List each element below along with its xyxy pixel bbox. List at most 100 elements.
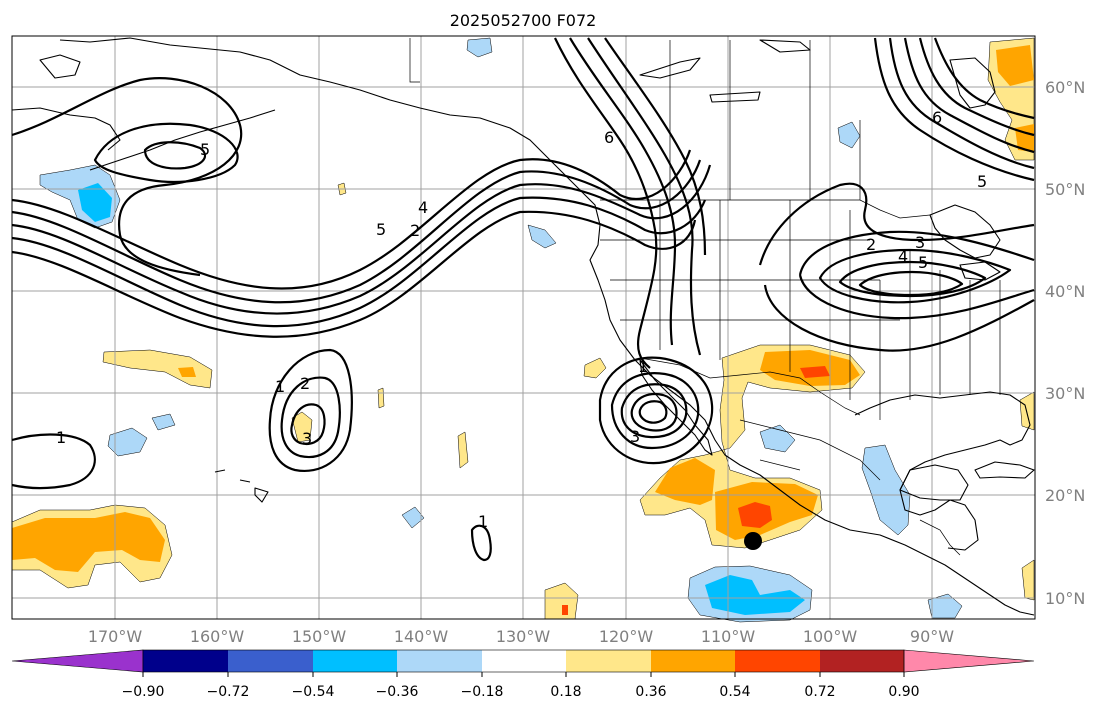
colorbar-tick-label: −0.36 bbox=[376, 684, 419, 700]
figure-title: 2025052700 F072 bbox=[450, 11, 597, 30]
contour-west-jet bbox=[554, 37, 658, 369]
shade-positive-mexico-core3b bbox=[738, 502, 772, 528]
lat-label: 30°N bbox=[1045, 384, 1085, 403]
contour-label: 1 bbox=[638, 357, 648, 376]
border-alaska bbox=[409, 38, 420, 83]
contour-cutoff-in1 bbox=[620, 383, 688, 439]
shade-positive-small1 bbox=[291, 411, 313, 443]
contour-plains-6 bbox=[858, 270, 964, 297]
contour-pac-high-outer bbox=[268, 348, 353, 473]
lat-label: 50°N bbox=[1045, 180, 1085, 199]
contour-plains-3 bbox=[798, 230, 1035, 320]
contour-label: 5 bbox=[918, 253, 928, 272]
contour-label: 2 bbox=[866, 235, 876, 254]
contour-alaska-mid bbox=[93, 122, 239, 183]
lon-label: 150°W bbox=[292, 627, 347, 646]
shade-negative-gulf bbox=[861, 444, 911, 536]
longitude-labels: 170°W 160°W 150°W 140°W 130°W 120°W 110°… bbox=[88, 627, 954, 646]
shade-positive-ne-core bbox=[996, 45, 1034, 86]
contour-jet-2 bbox=[11, 159, 702, 304]
shade-positive-west-tropics-core bbox=[12, 512, 165, 572]
contour-cutoff-in3 bbox=[638, 400, 668, 424]
coast-gulf bbox=[854, 391, 1031, 551]
colorbar-tick-label: −0.90 bbox=[122, 684, 165, 700]
contour-label: 5 bbox=[200, 140, 210, 159]
contour-cutoff-in2 bbox=[630, 393, 678, 432]
colorbar-segment-2 bbox=[228, 650, 313, 672]
colorbar-segment-8 bbox=[735, 650, 820, 672]
contours bbox=[11, 37, 1035, 562]
shade-negative-tropics-core bbox=[705, 575, 805, 615]
colorbar-ticks bbox=[142, 672, 905, 677]
shade-positive-small5-core bbox=[562, 605, 568, 615]
lon-label: 90°W bbox=[910, 627, 954, 646]
contour-label: 3 bbox=[915, 233, 925, 252]
border-canada-prov bbox=[669, 40, 861, 200]
contour-label: 4 bbox=[418, 198, 428, 217]
contour-label: 1 bbox=[56, 428, 66, 447]
colorbar-segment-10 bbox=[903, 649, 1035, 673]
contour-west-jet4 bbox=[604, 37, 707, 256]
colorbar-tick-label: 0.36 bbox=[635, 684, 666, 700]
contour-label: 4 bbox=[898, 247, 908, 266]
shade-positive-se bbox=[1021, 559, 1035, 601]
contour-west-jet3 bbox=[587, 37, 702, 356]
contour-jet-5 bbox=[11, 210, 697, 338]
coast-aleutians bbox=[89, 109, 276, 171]
location-marker bbox=[744, 532, 762, 550]
contour-label: 5 bbox=[376, 220, 386, 239]
contour-plains-2 bbox=[763, 284, 1035, 352]
contour-pac-small bbox=[470, 524, 492, 562]
shade-positive-small3 bbox=[377, 387, 385, 409]
shade-negative-pacific4 bbox=[401, 506, 425, 529]
contour-plains-4 bbox=[818, 248, 1012, 304]
contour-label: 3 bbox=[302, 429, 312, 448]
colorbar-segment-6 bbox=[566, 650, 651, 672]
contour-ne-4 bbox=[918, 37, 1035, 137]
lat-label: 20°N bbox=[1045, 486, 1085, 505]
contour-west-jet2 bbox=[569, 37, 677, 346]
contour-jet-3 bbox=[11, 164, 712, 315]
shade-negative-core-west bbox=[78, 183, 112, 222]
contour-cutoff-mid bbox=[610, 372, 700, 450]
colorbar-segment-7 bbox=[651, 650, 735, 672]
contour-label: 6 bbox=[604, 128, 614, 147]
colorbar-tick-label: 0.90 bbox=[888, 684, 919, 700]
coast-siberia bbox=[11, 107, 121, 151]
contour-label: 6 bbox=[932, 108, 942, 127]
shade-positive-small5 bbox=[544, 582, 579, 620]
coast-yucatan bbox=[899, 464, 969, 501]
shade-negative-pacific3 bbox=[151, 413, 176, 431]
colorbar-frame bbox=[142, 649, 905, 673]
lon-label: 170°W bbox=[88, 627, 143, 646]
colorbar-tick-label: 0.72 bbox=[804, 684, 835, 700]
border-central-am bbox=[919, 519, 961, 556]
contour-pac-high-mid bbox=[280, 376, 341, 459]
coast-bering bbox=[39, 54, 81, 79]
lon-label: 120°W bbox=[599, 627, 654, 646]
coast-cuba bbox=[974, 461, 1035, 479]
colorbar-tick-label: −0.72 bbox=[207, 684, 250, 700]
border-states-2 bbox=[600, 239, 900, 321]
contour-jet-4 bbox=[11, 196, 707, 328]
contour-alaska-inner bbox=[143, 141, 207, 170]
shade-negative-north bbox=[466, 37, 493, 58]
contour-jet-1 bbox=[11, 149, 692, 290]
contour-ne-1 bbox=[873, 37, 1035, 182]
latitude-labels: 60°N 50°N 40°N 30°N 20°N 10°N bbox=[1045, 78, 1085, 608]
contour-label: 1 bbox=[275, 377, 285, 396]
shade-negative-pacific1 bbox=[527, 224, 557, 249]
coast-hudson-east bbox=[949, 57, 996, 109]
colorbar-segment-4 bbox=[397, 650, 482, 672]
colorbar-tick-label: −0.18 bbox=[461, 684, 504, 700]
shade-positive-small2 bbox=[457, 431, 469, 469]
shade-positive-pacific-a-core bbox=[178, 367, 196, 377]
shade-positive-mexico-core2 bbox=[655, 458, 715, 505]
colorbar: −0.90 −0.72 −0.54 −0.36 −0.18 0.18 0.36 … bbox=[11, 649, 1035, 700]
colorbar-segment-9 bbox=[820, 650, 904, 672]
shade-positive-small4 bbox=[583, 357, 607, 379]
contour-label: 3 bbox=[630, 427, 640, 446]
contour-ne-3 bbox=[903, 37, 1035, 154]
coast-north-america bbox=[59, 37, 1035, 616]
shade-negative-se bbox=[927, 593, 963, 619]
